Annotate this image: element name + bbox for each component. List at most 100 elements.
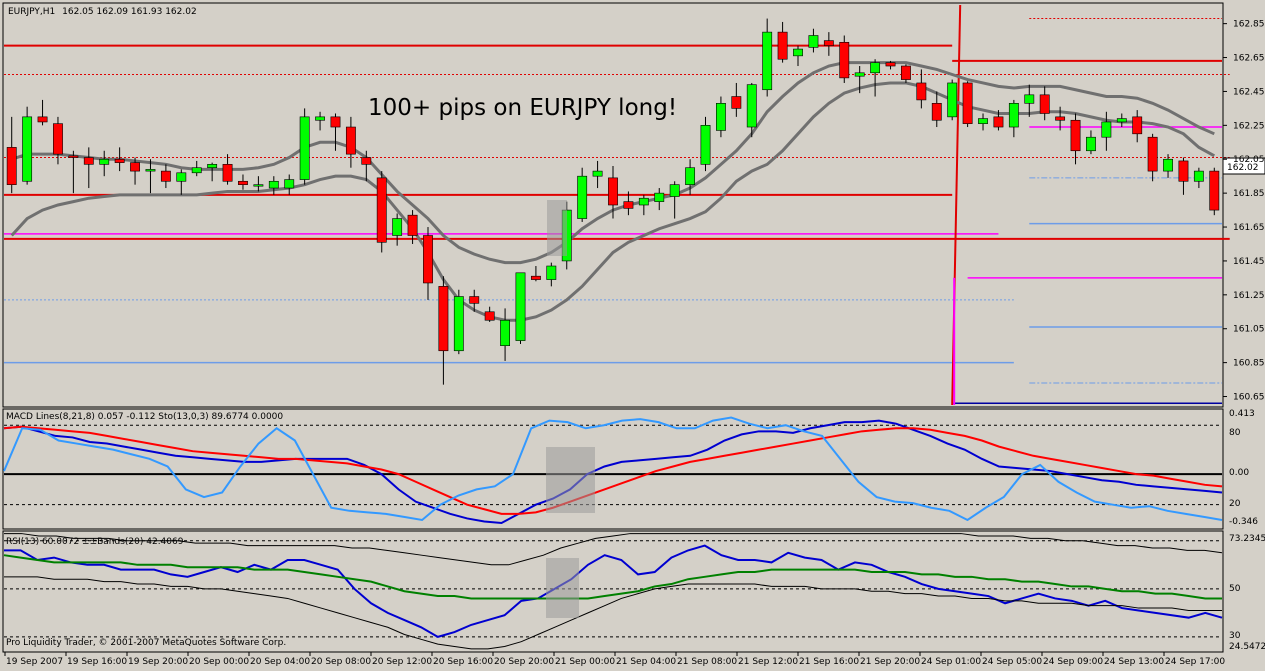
rsi-levels — [4, 540, 1222, 638]
candle-body — [854, 72, 865, 77]
highlight-box-rsi — [546, 558, 579, 618]
highlight-box-price — [547, 200, 567, 256]
macd-title: MACD Lines(8,21,8) 0.057 -0.112 Sto(13,0… — [6, 412, 283, 422]
candle-body — [407, 214, 418, 236]
macd-tick-label: 20 — [1229, 499, 1241, 509]
price-tick-label: 161.65 — [1233, 223, 1265, 233]
candle-body — [1055, 116, 1066, 121]
time-tick-label: 19 Sep 20:00 — [128, 657, 188, 667]
macd-panel[interactable]: MACD Lines(8,21,8) 0.057 -0.112 Sto(13,0… — [2, 408, 1258, 530]
time-axis: 19 Sep 2007 19 Sep 16:00 19 Sep 20:00 20 Se… — [4, 652, 1225, 667]
candle-body — [191, 167, 202, 174]
indicator-line — [3, 419, 1223, 525]
candle-body — [839, 41, 850, 79]
time-tick-label: 19 Sep 2007 — [6, 657, 63, 667]
candle-body — [808, 35, 819, 48]
price-tick-label: 161.85 — [1233, 189, 1265, 199]
copyright-text: Pro Liquidity Trader, © 2001-2007 MetaQu… — [6, 638, 286, 648]
candle-body — [931, 103, 942, 121]
candle-body — [654, 192, 665, 202]
indicator-line — [3, 425, 1223, 515]
last-price-label: 162.02 — [1227, 163, 1259, 173]
candle-body — [515, 272, 526, 341]
candle-body — [1086, 136, 1096, 152]
candle-body — [715, 103, 726, 131]
time-tick-label: 21 Sep 04:00 — [616, 657, 676, 667]
candle-body — [1193, 170, 1204, 182]
time-tick-label: 21 Sep 12:00 — [738, 657, 798, 667]
candle-body — [669, 184, 680, 197]
macd-tick-label: 0.413 — [1229, 409, 1255, 419]
indicator-line — [4, 544, 1223, 638]
candle-body — [793, 48, 803, 57]
time-tick-label: 24 Sep 01:00 — [921, 657, 981, 667]
candle-body — [577, 175, 588, 219]
candle-body — [1070, 119, 1081, 152]
candle-body — [176, 172, 187, 182]
candle-body — [962, 82, 973, 124]
candle-body — [823, 40, 834, 46]
candle-body — [870, 62, 881, 74]
candle-body — [37, 116, 48, 123]
candle-body — [993, 116, 1004, 128]
chart-title: EURJPY,H1 162.05 162.09 161.93 162.02 — [8, 7, 197, 17]
candle-body — [685, 167, 696, 185]
candle-body — [500, 319, 511, 346]
candle-body — [392, 218, 403, 236]
highlight-box-macd — [546, 447, 595, 513]
candle-body — [145, 169, 156, 172]
time-tick-label: 20 Sep 20:00 — [494, 657, 554, 667]
price-tick-label: 162.25 — [1233, 121, 1265, 131]
candle-body — [1101, 121, 1112, 138]
candle-body — [623, 201, 634, 209]
price-tick-label: 161.25 — [1233, 291, 1265, 301]
candle-body — [1132, 116, 1143, 135]
candle-body — [901, 65, 911, 80]
candle-body — [438, 286, 449, 352]
macd-tick-label: -0.346 — [1229, 517, 1258, 527]
price-tick-label: 160.65 — [1233, 393, 1265, 403]
candle-body — [1008, 103, 1019, 128]
time-tick-label: 24 Sep 05:00 — [982, 657, 1042, 667]
time-tick-label: 21 Sep 00:00 — [555, 657, 615, 667]
candle-body — [453, 296, 464, 352]
price-tick-label: 161.05 — [1233, 325, 1265, 335]
candle-body — [68, 155, 79, 158]
rsi-lines — [3, 533, 1223, 650]
candle-body — [114, 158, 125, 163]
candle-body — [1147, 136, 1158, 172]
candle-body — [6, 147, 17, 185]
time-tick-label: 21 Sep 08:00 — [677, 657, 737, 667]
candle-body — [238, 180, 248, 185]
time-tick-label: 20 Sep 16:00 — [433, 657, 493, 667]
candle-body — [315, 116, 325, 121]
candle-body — [1024, 94, 1035, 104]
candle-body — [130, 162, 140, 172]
candle-body — [469, 296, 480, 304]
price-panel[interactable]: EURJPY,H1 162.05 162.09 161.93 162.02 10… — [2, 2, 1265, 408]
candle-body — [207, 164, 218, 169]
rsi-panel[interactable]: RSI(13) 60.0072 ±±Bands(20) 42.4069 Pro … — [2, 530, 1265, 653]
candle-body — [22, 116, 33, 182]
time-tick-label: 21 Sep 20:00 — [860, 657, 920, 667]
time-tick-label: 24 Sep 17:00 — [1165, 657, 1225, 667]
candle-body — [731, 96, 742, 109]
candle-body — [423, 235, 433, 284]
indicator-line — [3, 416, 1223, 522]
chart-annotation: 100+ pips on EURJPY long! — [368, 95, 677, 121]
candle-body — [345, 126, 356, 155]
candle-body — [376, 177, 387, 243]
candle-body — [916, 82, 927, 101]
candle-body — [592, 170, 603, 177]
time-tick-label: 24 Sep 13:00 — [1104, 657, 1164, 667]
time-tick-label: 20 Sep 00:00 — [189, 657, 249, 667]
candle-body — [1163, 158, 1173, 172]
candle-body — [83, 157, 94, 165]
rsi-tick-label: 73.2345 — [1229, 534, 1265, 544]
indicator-line — [4, 533, 1223, 566]
price-tick-label: 160.85 — [1233, 359, 1265, 369]
price-tick-label: 162.65 — [1233, 54, 1265, 64]
indicator-line — [3, 554, 1222, 600]
